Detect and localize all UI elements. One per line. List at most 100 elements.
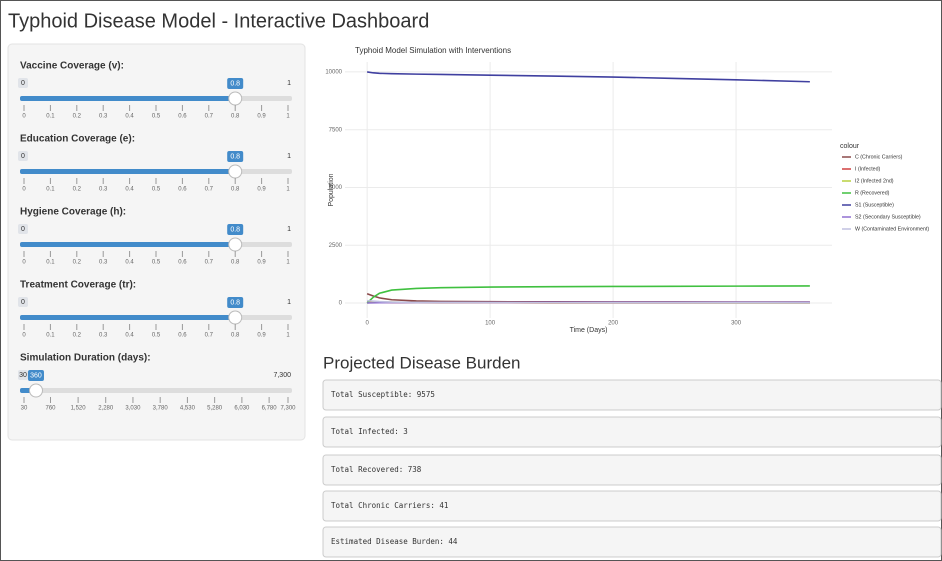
- slider-grid-label: 5,280: [207, 406, 223, 412]
- series-line: [367, 299, 810, 304]
- metric-box: [322, 454, 942, 486]
- slider-track: [20, 388, 292, 393]
- metric-box: [322, 526, 942, 558]
- slider-grid-label: 0.2: [73, 187, 82, 193]
- slider-grid-label: 0.1: [46, 333, 55, 339]
- section-title: Projected Disease Burden: [323, 353, 521, 372]
- slider-grid-label: 0.3: [99, 260, 108, 266]
- legend-label: I2 (Infected 2nd): [855, 178, 894, 184]
- metric-text: Total Susceptible: 9575: [331, 390, 435, 399]
- slider-grid-label: 0.6: [178, 114, 187, 120]
- legend-label: I (Infected): [855, 166, 881, 172]
- slider-value: 0.8: [230, 226, 240, 233]
- slider-label: Simulation Duration (days):: [20, 353, 151, 364]
- y-tick-label: 7500: [329, 127, 343, 133]
- metric-text: Estimated Disease Burden: 44: [331, 537, 458, 546]
- slider-value: 0.8: [230, 80, 240, 87]
- slider-grid-label: 0.4: [125, 260, 134, 266]
- slider-min: 0: [21, 226, 25, 233]
- slider-grid-label: 6,780: [262, 406, 278, 412]
- slider-grid-label: 0.9: [257, 333, 266, 339]
- slider-min-box: [18, 151, 28, 161]
- slider-grid-label: 0.7: [205, 187, 214, 193]
- slider-max: 1: [287, 153, 291, 160]
- slider-handle[interactable]: [228, 310, 243, 325]
- metric-text: Total Infected: 3: [331, 427, 408, 436]
- x-tick-label: 200: [608, 321, 619, 327]
- slider-grid-label: 0.6: [178, 187, 187, 193]
- slider-label: Treatment Coverage (tr):: [20, 280, 136, 291]
- slider-grid-label: 1: [286, 260, 290, 266]
- slider-grid-label: 0.7: [205, 333, 214, 339]
- slider-grid-label: 0.2: [73, 333, 82, 339]
- slider-min: 0: [21, 299, 25, 306]
- slider-label: Vaccine Coverage (v):: [20, 61, 124, 72]
- slider-grid-label: 0.4: [125, 114, 134, 120]
- slider-grid-label: 30: [21, 406, 28, 412]
- slider-handle[interactable]: [228, 237, 243, 252]
- slider-grid-label: 0.4: [125, 333, 134, 339]
- slider-handle[interactable]: [228, 91, 243, 106]
- slider-value-box: [227, 78, 244, 89]
- slider-label: Hygiene Coverage (h):: [20, 207, 126, 218]
- slider-fill: [20, 242, 236, 247]
- slider-fill: [20, 169, 236, 174]
- y-tick-label: 0: [339, 301, 343, 307]
- slider-grid-label: 0.4: [125, 187, 134, 193]
- slider-grid-label: 3,030: [125, 406, 141, 412]
- slider-value-box: [227, 224, 244, 235]
- slider-min: 30: [19, 372, 27, 379]
- slider-min: 0: [21, 80, 25, 87]
- slider-max: 7,300: [273, 372, 291, 379]
- slider-grid-label: 4,530: [180, 406, 196, 412]
- legend-label: C (Chronic Carriers): [855, 154, 903, 160]
- slider-grid-label: 0.7: [205, 114, 214, 120]
- slider-handle[interactable]: [28, 383, 43, 398]
- slider-value: 360: [30, 372, 42, 379]
- legend-label: S2 (Secondary Susceptible): [855, 214, 921, 220]
- slider-min-box: [18, 297, 28, 307]
- metric-box: [322, 379, 942, 411]
- slider-value-box: [227, 151, 244, 162]
- slider-min-box: [18, 370, 28, 380]
- legend-title: colour: [840, 143, 860, 150]
- slider-max: 1: [287, 299, 291, 306]
- slider-grid-label: 0.7: [205, 260, 214, 266]
- slider-grid-label: 1: [286, 114, 290, 120]
- slider-grid-label: 1: [286, 187, 290, 193]
- slider-grid-label: 0.1: [46, 187, 55, 193]
- metric-text: Total Recovered: 738: [331, 465, 422, 474]
- slider-grid-label: 1,520: [71, 406, 87, 412]
- slider-grid-label: 0.9: [257, 187, 266, 193]
- slider-grid-label: 2,280: [98, 406, 114, 412]
- slider-grid-label: 0: [22, 187, 26, 193]
- slider-grid-label: 0.5: [152, 260, 161, 266]
- legend-label: S1 (Susceptible): [855, 202, 894, 208]
- slider-grid-label: 0.9: [257, 114, 266, 120]
- slider-value: 0.8: [230, 299, 240, 306]
- slider-grid-label: 0.5: [152, 114, 161, 120]
- slider-grid-label: 0.8: [231, 114, 240, 120]
- metric-box: [322, 416, 942, 448]
- slider-grid-label: 6,030: [234, 406, 250, 412]
- y-tick-label: 10000: [325, 70, 342, 76]
- slider-min-box: [18, 78, 28, 88]
- slider-grid-label: 3,780: [153, 406, 169, 412]
- slider-grid-label: 0.8: [231, 260, 240, 266]
- x-axis-label: Time (Days): [570, 327, 608, 334]
- slider-value: 0.8: [230, 153, 240, 160]
- legend-label: W (Contaminated Environment): [855, 226, 929, 232]
- slider-grid-label: 0: [22, 260, 26, 266]
- slider-max: 1: [287, 226, 291, 233]
- slider-grid-label: 0.5: [152, 187, 161, 193]
- slider-grid-label: 0.2: [73, 114, 82, 120]
- slider-grid-label: 0.3: [99, 114, 108, 120]
- slider-grid-label: 0.9: [257, 260, 266, 266]
- slider-grid-label: 0.8: [231, 333, 240, 339]
- series-line: [367, 71, 810, 83]
- slider-fill: [20, 315, 236, 320]
- slider-handle[interactable]: [228, 164, 243, 179]
- x-tick-label: 0: [365, 321, 369, 327]
